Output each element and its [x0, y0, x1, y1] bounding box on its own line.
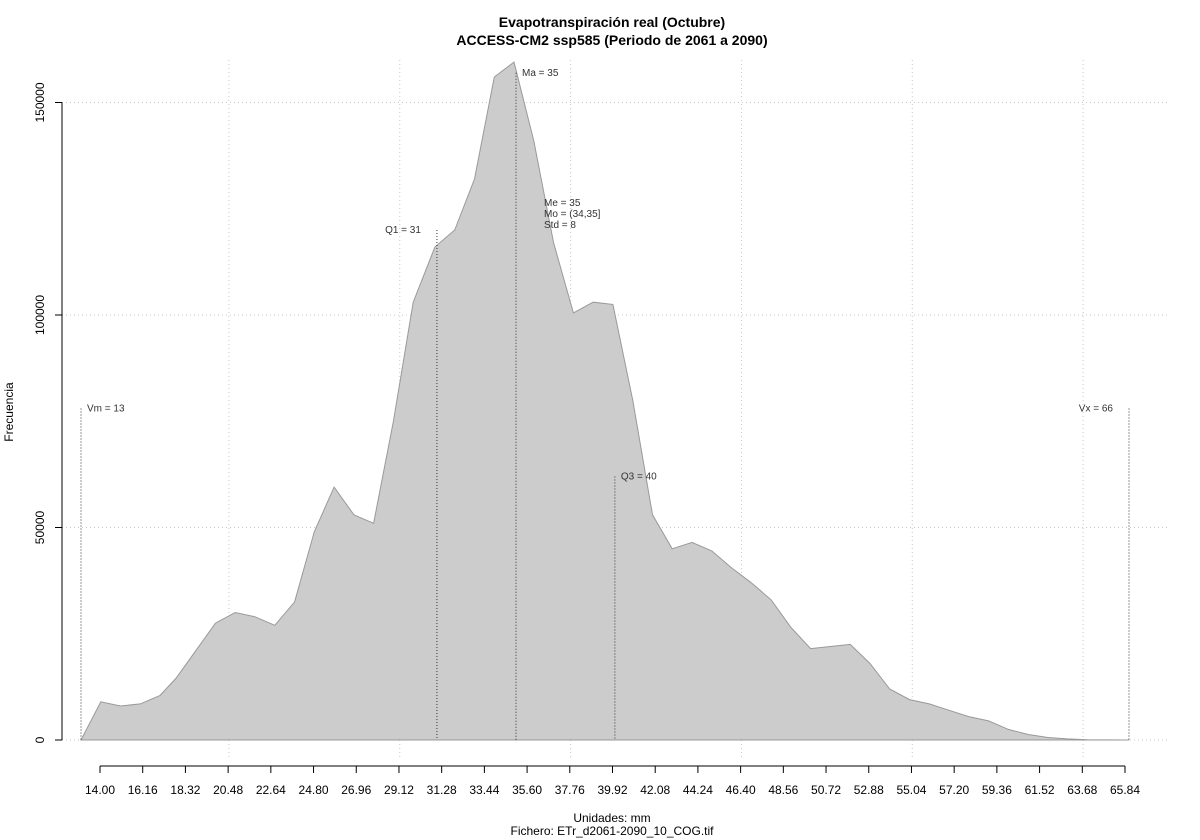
x-tick-label: 37.76: [555, 783, 585, 797]
x-tick-label: 26.96: [341, 783, 371, 797]
x-tick-label: 39.92: [597, 783, 627, 797]
stat-median: Me = 35: [544, 198, 581, 209]
axes: 0 50000 100000 150000 14.00 16.16 18.32 20.48 22…: [33, 82, 1140, 797]
x-tick-label: 44.24: [683, 783, 713, 797]
x-tick-label: 20.48: [213, 783, 243, 797]
stat-mode: Mo = (34,35]: [544, 209, 601, 220]
source-file-label: Fichero: ETr_d2061-2090_10_COG.tif: [511, 824, 715, 838]
x-tick-label: 65.84: [1110, 783, 1140, 797]
frequency-area: [80, 61, 1130, 741]
marker-label: Q1 = 31: [385, 225, 421, 236]
x-axis-label: Unidades: mm: [573, 811, 650, 825]
chart-title: Evapotranspiración real (Octubre): [499, 14, 725, 30]
x-tick-label: 48.56: [768, 783, 798, 797]
x-tick-label: 14.00: [85, 783, 115, 797]
y-tick-label: 0: [33, 736, 47, 743]
y-tick-label: 50000: [33, 510, 47, 544]
x-tick-label: 61.52: [1025, 783, 1055, 797]
y-tick-label: 150000: [33, 82, 47, 122]
x-tick-label: 55.04: [896, 783, 926, 797]
stat-std: Std = 8: [544, 220, 576, 231]
x-tick-label: 29.12: [384, 783, 414, 797]
x-tick-label: 35.60: [512, 783, 542, 797]
x-tick-label: 16.16: [128, 783, 158, 797]
statistic-markers: Vm = 13 Q1 = 31 Ma = 35 Q3 = 40 Vx = 66: [80, 68, 1130, 740]
marker-label: Vm = 13: [87, 404, 125, 415]
x-tick-label: 59.36: [982, 783, 1012, 797]
x-tick-label: 46.40: [726, 783, 756, 797]
x-tick-label: 31.28: [427, 783, 457, 797]
x-tick-label: 33.44: [469, 783, 499, 797]
chart-subtitle: ACCESS-CM2 ssp585 (Periodo de 2061 a 209…: [456, 32, 767, 48]
marker-label: Vx = 66: [1079, 404, 1114, 415]
marker-label: Ma = 35: [522, 68, 559, 79]
x-tick-label: 42.08: [640, 783, 670, 797]
x-tick-label: 52.88: [854, 783, 884, 797]
y-tick-label: 100000: [33, 295, 47, 335]
x-tick-label: 24.80: [299, 783, 329, 797]
x-tick-label: 22.64: [256, 783, 286, 797]
x-tick-label: 18.32: [170, 783, 200, 797]
y-axis-label: Frecuencia: [2, 382, 16, 442]
marker-label: Q3 = 40: [621, 472, 657, 483]
x-tick-label: 50.72: [811, 783, 841, 797]
x-tick-label: 57.20: [939, 783, 969, 797]
x-tick-label: 63.68: [1067, 783, 1097, 797]
